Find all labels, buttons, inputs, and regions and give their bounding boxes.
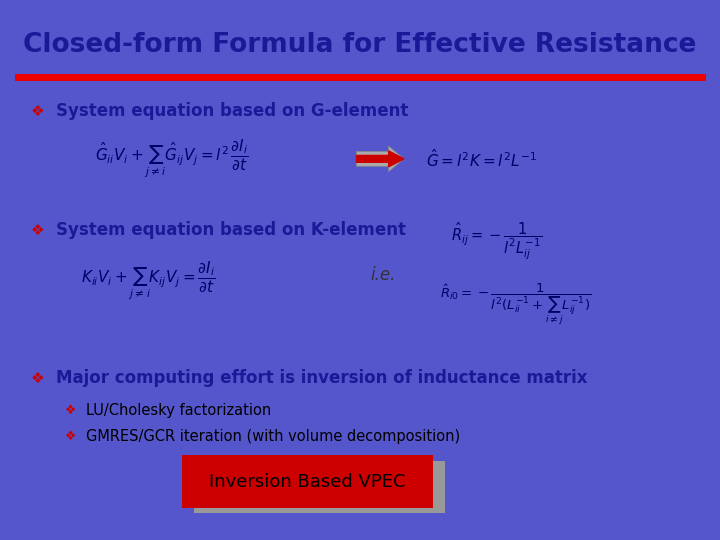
Text: Inversion Based VPEC: Inversion Based VPEC <box>210 472 406 491</box>
FancyBboxPatch shape <box>182 455 433 508</box>
Text: $K_{ii}V_i + \sum_{j \neq i}K_{ij}V_j = \dfrac{\partial I_i}{\partial t}$: $K_{ii}V_i + \sum_{j \neq i}K_{ij}V_j = … <box>81 259 215 302</box>
Text: Major computing effort is inversion of inductance matrix: Major computing effort is inversion of i… <box>56 369 588 388</box>
Text: ❖: ❖ <box>30 223 44 238</box>
Text: ❖: ❖ <box>30 104 44 119</box>
Text: ❖: ❖ <box>30 371 44 386</box>
Text: i.e.: i.e. <box>371 266 396 284</box>
Text: $\hat{G} = l^2 K = l^2 L^{-1}$: $\hat{G} = l^2 K = l^2 L^{-1}$ <box>426 148 537 170</box>
Text: $\hat{G}_{ii}V_i + \sum_{j \neq i}\hat{G}_{ij}V_j = l^2\,\dfrac{\partial I_i}{\p: $\hat{G}_{ii}V_i + \sum_{j \neq i}\hat{G… <box>94 138 248 180</box>
Text: $\hat{R}_{ij} = -\dfrac{1}{l^2 L_{ij}^{-1}}$: $\hat{R}_{ij} = -\dfrac{1}{l^2 L_{ij}^{-… <box>451 220 542 262</box>
Text: ❖: ❖ <box>65 404 76 417</box>
Text: ❖: ❖ <box>65 430 76 443</box>
Text: Closed-form Formula for Effective Resistance: Closed-form Formula for Effective Resist… <box>23 32 697 58</box>
Text: GMRES/GCR iteration (with volume decomposition): GMRES/GCR iteration (with volume decompo… <box>86 429 460 444</box>
Text: System equation based on G-element: System equation based on G-element <box>56 102 408 120</box>
FancyArrow shape <box>356 146 404 172</box>
FancyBboxPatch shape <box>194 461 445 514</box>
Text: $\hat{R}_{i0} = -\dfrac{1}{l^2(L_{ii}^{-1}+\sum_{i \neq j}L_{ij}^{-1})}$: $\hat{R}_{i0} = -\dfrac{1}{l^2(L_{ii}^{-… <box>441 282 592 327</box>
Text: System equation based on K-element: System equation based on K-element <box>56 221 406 239</box>
FancyArrow shape <box>356 151 404 167</box>
Text: LU/Cholesky factorization: LU/Cholesky factorization <box>86 403 271 418</box>
